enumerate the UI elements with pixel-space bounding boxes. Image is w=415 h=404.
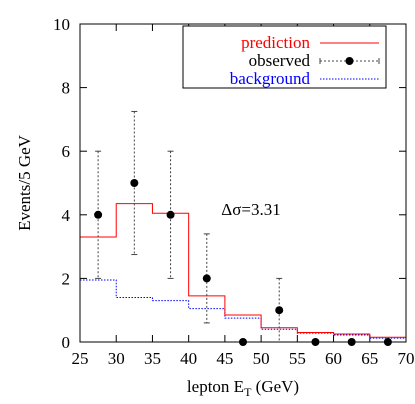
x-axis-label: lepton ET (GeV) xyxy=(187,377,299,399)
y-tick-label: 0 xyxy=(62,333,71,352)
legend-box xyxy=(182,25,387,89)
x-tick-label: 45 xyxy=(216,349,233,368)
background-histogram xyxy=(80,279,406,339)
plot-frame xyxy=(79,23,407,343)
y-axis-label: Events/5 GeV xyxy=(15,134,34,231)
legend-label-observed: observed xyxy=(249,51,311,70)
y-tick-label: 6 xyxy=(62,142,71,161)
y-tick-label: 4 xyxy=(62,206,71,225)
legend-label-prediction: prediction xyxy=(241,33,310,52)
x-axis-label-subscript: T xyxy=(244,385,252,399)
legend-samples xyxy=(319,42,380,80)
x-tick-label: 55 xyxy=(289,349,306,368)
x-tick-label: 25 xyxy=(72,349,89,368)
tick-labels: 25 30 35 40 45 50 55 60 65 70 0 2 4 6 8 10 xyxy=(53,15,415,368)
x-tick-label: 30 xyxy=(108,349,125,368)
observed-points xyxy=(94,110,392,346)
observed-point xyxy=(130,179,139,187)
x-axis-label-main: lepton E xyxy=(187,377,244,396)
x-tick-label: 50 xyxy=(253,349,270,368)
observed-point xyxy=(202,274,211,283)
x-tick-label: 65 xyxy=(361,349,378,368)
observed-point xyxy=(275,306,284,315)
y-tick-label: 8 xyxy=(62,79,71,98)
x-tick-label: 35 xyxy=(144,349,161,368)
x-tick-label: 60 xyxy=(325,349,342,368)
x-tick-label: 70 xyxy=(398,349,415,368)
legend-sample-observed-point xyxy=(345,57,354,65)
observed-point xyxy=(166,210,175,219)
y-tick-label: 2 xyxy=(62,269,71,288)
background-line xyxy=(80,279,406,339)
legend-label-background: background xyxy=(230,69,311,88)
delta-sigma-annotation: Δσ=3.31 xyxy=(221,200,280,219)
y-tick-label: 10 xyxy=(53,15,70,34)
prediction-histogram xyxy=(80,203,406,338)
legend: prediction observed background xyxy=(182,25,387,89)
x-axis-label-unit: (GeV) xyxy=(251,377,299,396)
prediction-line xyxy=(80,203,406,338)
x-tick-label: 40 xyxy=(180,349,197,368)
observed-point xyxy=(94,210,103,219)
